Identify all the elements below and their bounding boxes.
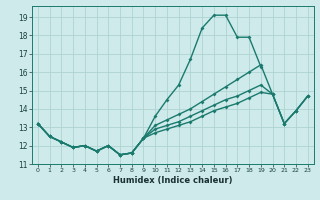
X-axis label: Humidex (Indice chaleur): Humidex (Indice chaleur) <box>113 176 233 185</box>
